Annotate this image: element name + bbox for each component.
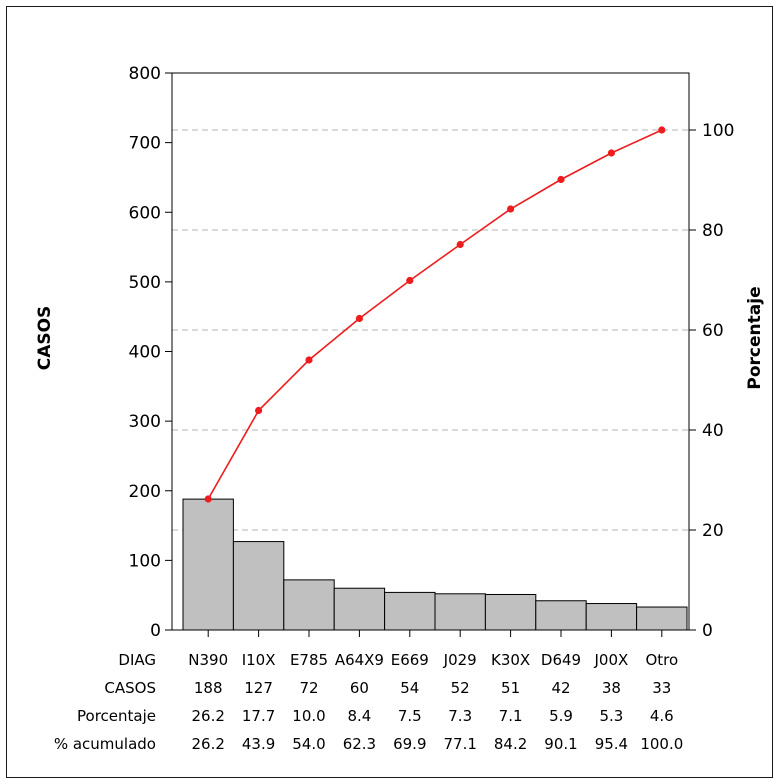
y-tick-label: 700: [129, 134, 161, 154]
cumulative-point-A64X9: [355, 314, 363, 323]
bar-Otro: [636, 606, 688, 631]
bar-N390: [182, 498, 234, 631]
y2-tick-label: 60: [702, 321, 724, 341]
table-cell: 95.4: [595, 735, 628, 753]
y2-tick-label: 40: [702, 421, 724, 441]
y-tick-label: 0: [150, 621, 161, 641]
table-cell: D649: [541, 651, 581, 669]
table-cell: 69.9: [393, 735, 426, 753]
table-cell: 42: [551, 679, 570, 697]
table-cell: 33: [652, 679, 671, 697]
table-cell: I10X: [242, 651, 276, 669]
bar-J00X: [585, 603, 638, 631]
table-cell: 90.1: [544, 735, 577, 753]
cumulative-line: [207, 129, 663, 500]
table-cell: 52: [451, 679, 470, 697]
bar-A64X9: [333, 587, 386, 631]
table-cell: 26.2: [191, 735, 224, 753]
table-cell: 38: [602, 679, 621, 697]
y2-tick-label: 100: [702, 121, 734, 141]
table-cell: 72: [299, 679, 318, 697]
table-row-label: % acumulado: [54, 735, 156, 753]
bar-K30X: [484, 593, 537, 631]
table-cell: K30X: [491, 651, 530, 669]
table-cell: 10.0: [292, 707, 325, 725]
table-cell: 100.0: [640, 735, 683, 753]
y-tick-label: 300: [129, 412, 161, 432]
table-cell: A64X9: [335, 651, 384, 669]
table-cell: 17.7: [242, 707, 275, 725]
table-cell: E669: [391, 651, 429, 669]
y-tick-label: 200: [129, 482, 161, 502]
y-axis-title: CASOS: [35, 306, 55, 371]
table-cell: 5.3: [599, 707, 623, 725]
cumulative-point-D649: [557, 175, 565, 184]
table-cell: J00X: [594, 651, 629, 669]
table-cell: 62.3: [343, 735, 376, 753]
bar-E785: [283, 579, 335, 631]
cumulative-point-J029: [456, 240, 464, 249]
table-cell: 60: [350, 679, 369, 697]
y-tick-label: 500: [129, 273, 161, 293]
outer-border: [6, 6, 773, 778]
cumulative-point-K30X: [507, 205, 515, 213]
table-cell: 43.9: [242, 735, 275, 753]
y-tick-label: 100: [129, 551, 161, 571]
table-cell: 7.5: [398, 707, 422, 725]
table-cell: 188: [194, 679, 223, 697]
table-row-label: Porcentaje: [77, 707, 156, 725]
bar-D649: [535, 600, 587, 631]
y2-tick-label: 80: [702, 221, 724, 241]
table-cell: E785: [290, 651, 328, 669]
table-row-label: DIAG: [118, 651, 156, 669]
cumulative-point-Otro: [658, 126, 666, 134]
table-cell: 51: [501, 679, 520, 697]
bar-E669: [384, 591, 436, 631]
table-cell: 84.2: [494, 735, 527, 753]
y2-tick-label: 0: [702, 621, 713, 641]
table-cell: 4.6: [650, 707, 674, 725]
cumulative-point-E669: [406, 276, 414, 285]
cumulative-point-J00X: [607, 149, 616, 157]
bar-J029: [434, 593, 486, 631]
table-row-label: CASOS: [104, 679, 156, 697]
table-cell: J029: [443, 651, 477, 669]
table-cell: 54.0: [292, 735, 325, 753]
table-cell: 7.1: [499, 707, 523, 725]
bar-I10X: [232, 541, 285, 631]
cumulative-point-I10X: [255, 406, 263, 415]
y-tick-label: 600: [129, 203, 161, 223]
table-cell: 5.9: [549, 707, 573, 725]
table-cell: 77.1: [443, 735, 476, 753]
y-tick-label: 800: [129, 64, 161, 84]
table-cell: 8.4: [347, 707, 371, 725]
table-cell: 26.2: [191, 707, 224, 725]
cumulative-point-N390: [204, 495, 212, 503]
table-cell: 54: [400, 679, 419, 697]
y2-tick-label: 20: [702, 521, 724, 541]
table-cell: N390: [188, 651, 228, 669]
table-cell: Otro: [645, 651, 678, 669]
table-cell: 127: [244, 679, 273, 697]
y-tick-label: 400: [129, 343, 161, 363]
cumulative-point-E785: [305, 356, 313, 364]
y2-axis-title: Porcentaje: [745, 286, 765, 389]
table-cell: 7.3: [448, 707, 472, 725]
